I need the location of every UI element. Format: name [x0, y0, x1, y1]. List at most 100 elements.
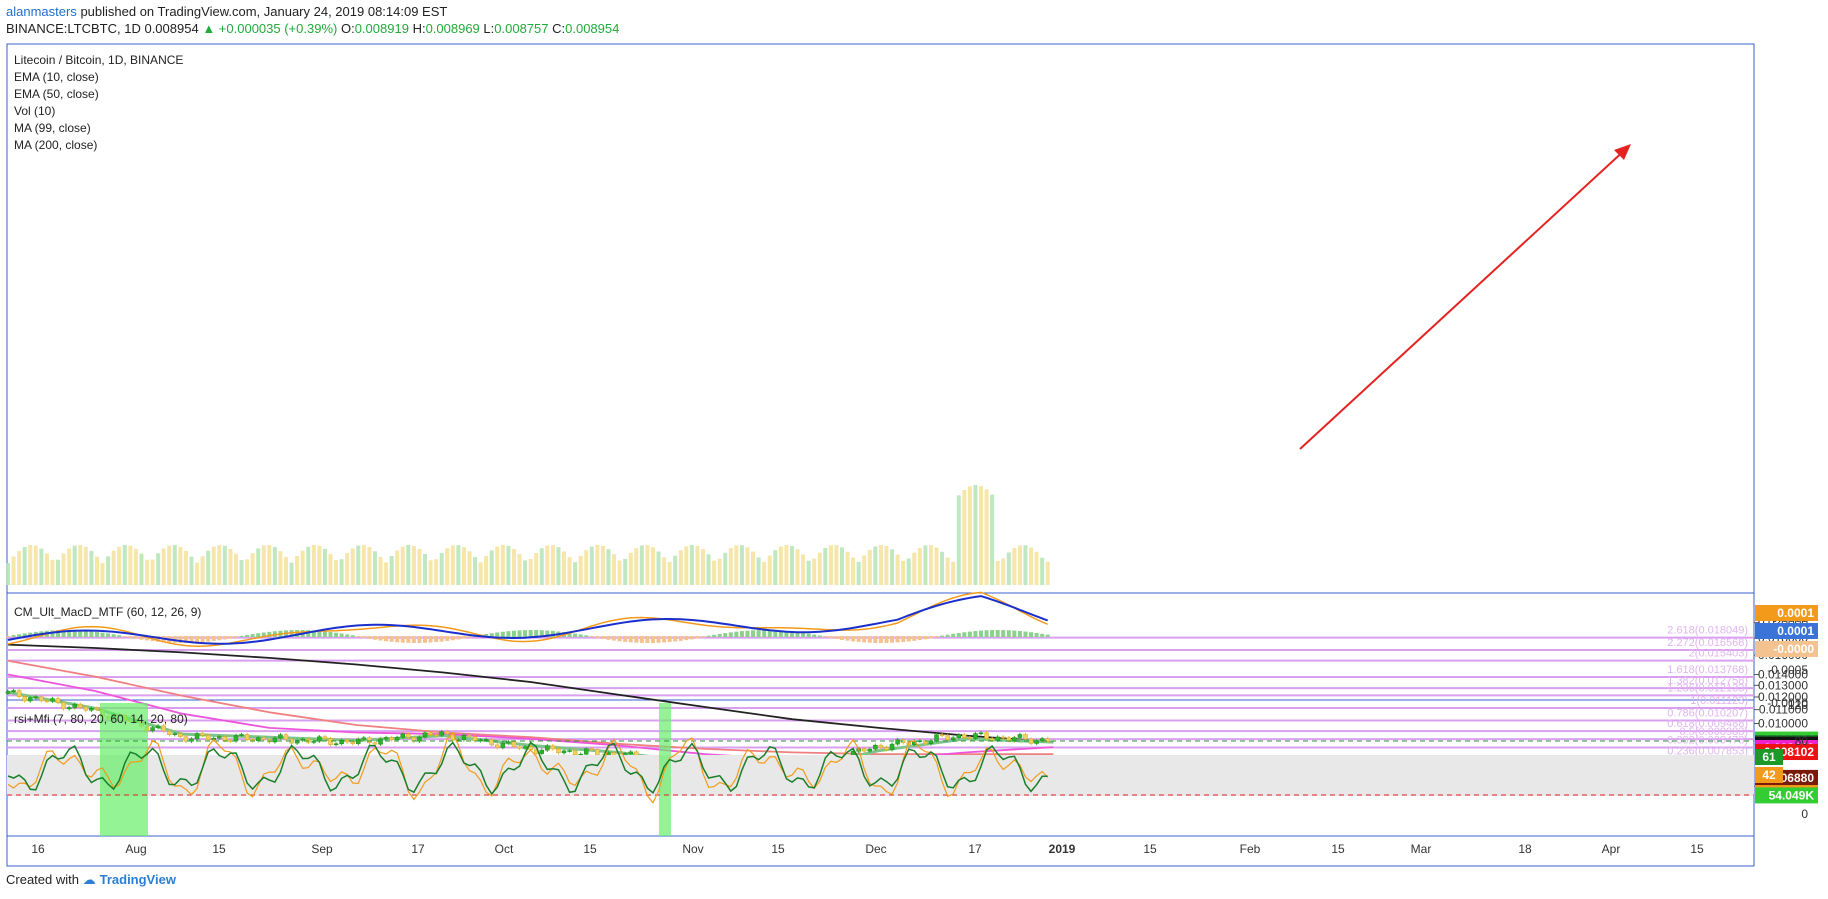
macd-histogram-bar [917, 636, 922, 641]
candle-body [428, 732, 433, 736]
open-label: O: [340, 21, 355, 36]
volume-bar [17, 550, 22, 585]
candle-body [178, 733, 183, 737]
volume-bar [851, 557, 856, 585]
symbol-label: BINANCE:LTCBTC, 1D [6, 21, 141, 36]
volume-bar [845, 551, 850, 585]
macd-histogram-bar [828, 636, 833, 639]
volume-bar [367, 547, 372, 585]
author-link[interactable]: alanmasters [6, 4, 77, 19]
volume-bar [94, 556, 99, 585]
macd-histogram-bar [956, 633, 961, 637]
candle-body [889, 743, 895, 750]
volume-bar [523, 560, 528, 585]
macd-histogram-bar [372, 636, 377, 640]
price-tick-label: 0.014000 [1758, 668, 1808, 682]
x-tick-label: 15 [583, 842, 597, 856]
volume-bar [684, 546, 689, 585]
candle-body [550, 745, 556, 750]
macd-histogram-bar [389, 636, 394, 642]
macd-badge-label: 0.0001 [1777, 606, 1814, 620]
candle-body [389, 737, 394, 741]
macd-histogram-bar [584, 635, 589, 637]
candle-body [378, 738, 383, 745]
price-tick-label: 0.011000 [1759, 703, 1808, 717]
x-tick-label: 15 [1690, 842, 1704, 856]
volume-bar [322, 548, 327, 585]
volume-bar [567, 557, 572, 585]
volume-bar [678, 550, 683, 585]
high-label: H: [412, 21, 426, 36]
volume-bar [673, 555, 678, 585]
candle-body [483, 739, 489, 741]
macd-line [7, 595, 1049, 645]
volume-bar [789, 545, 794, 585]
volume-bar [11, 556, 16, 585]
volume-bar [428, 560, 433, 585]
volume-bar [962, 489, 967, 585]
volume-bar [878, 545, 883, 585]
volume-bar [1023, 545, 1028, 585]
macd-histogram-bar [289, 630, 294, 637]
macd-histogram-bar [617, 636, 622, 642]
macd-histogram-bar [195, 636, 200, 643]
macd-histogram-bar [178, 636, 183, 643]
candle-body [255, 737, 261, 742]
volume-bar [189, 556, 194, 585]
volume-bar [345, 553, 350, 585]
volume-bar [378, 556, 383, 585]
x-tick-label: 17 [968, 842, 982, 856]
macd-histogram-bar [133, 636, 138, 639]
macd-histogram-bar [645, 636, 650, 643]
volume-bar [506, 545, 511, 585]
macd-histogram-bar [317, 630, 322, 637]
publish-text: published on TradingView.com, January 24… [80, 4, 448, 19]
macd-histogram-bar [940, 635, 945, 637]
x-tick-label: Dec [865, 842, 886, 856]
macd-histogram-bar [450, 636, 455, 641]
candle-body [978, 732, 984, 735]
volume-bar [222, 545, 227, 585]
volume-bar [840, 547, 844, 585]
macd-histogram-bar [717, 633, 722, 637]
volume-bar [272, 547, 277, 585]
macd-histogram-bar [962, 632, 967, 637]
x-tick-label: Nov [682, 842, 703, 856]
macd-histogram-bar [367, 636, 372, 639]
macd-histogram-bar [845, 636, 850, 641]
volume-bar [650, 547, 655, 585]
macd-histogram-bar [233, 636, 238, 638]
volume-bar [1006, 552, 1011, 585]
volume-bar [167, 545, 172, 585]
macd-histogram-bar [851, 636, 856, 642]
macd-histogram-bar [600, 636, 605, 640]
volume-bar [890, 549, 895, 585]
rsi-tick-label: 120 [1788, 698, 1808, 712]
macd-histogram-bar [256, 633, 261, 637]
fib-label: 1.382(0.012758) [1667, 675, 1748, 687]
volume-bar [828, 545, 833, 585]
rsi-badge [1755, 767, 1783, 783]
candle-body [317, 736, 322, 742]
volume-bar [228, 548, 233, 585]
macd-histogram-bar [72, 630, 77, 637]
macd-histogram-bar [995, 630, 1000, 637]
footer-brand[interactable]: TradingView [99, 872, 176, 887]
candle-body [72, 703, 77, 708]
volume-bar [434, 559, 439, 585]
x-tick-label: Feb [1240, 842, 1261, 856]
macd-histogram-bar [445, 636, 450, 641]
volume-bar [473, 557, 478, 585]
projection-arrow-head [1614, 144, 1631, 160]
rsi-tick-label: 80 [1795, 734, 1809, 748]
fib-label: 1.236(0.012133) [1667, 682, 1748, 694]
candle-body [884, 747, 889, 750]
candle-body [372, 742, 378, 745]
candle-body [472, 736, 478, 742]
volume-bar [517, 554, 522, 585]
macd-histogram-bar [795, 632, 800, 637]
volume-bar [595, 545, 600, 585]
macd-histogram-bar [801, 632, 806, 637]
symbol-line: BINANCE:LTCBTC, 1D 0.008954 ▲ +0.000035 … [6, 21, 619, 36]
